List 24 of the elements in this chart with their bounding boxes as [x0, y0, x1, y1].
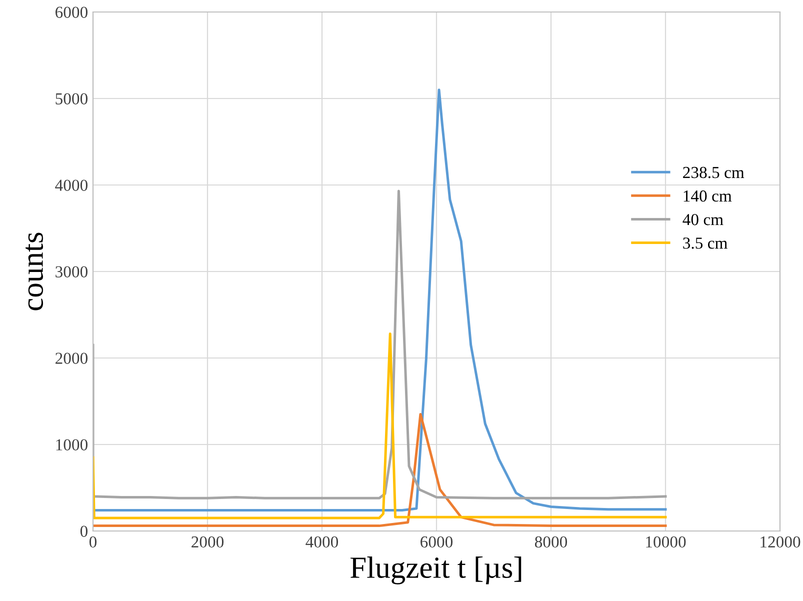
y-tick-label: 6000 — [56, 6, 88, 18]
line-series — [93, 332, 667, 520]
x-axis-title: Flugzeit t [µs] — [350, 556, 522, 584]
line-series — [93, 190, 667, 500]
y-tick-label: 0 — [80, 526, 88, 537]
y-tick-label: 5000 — [56, 93, 88, 104]
x-tick-label: 2000 — [192, 536, 224, 548]
legend-label: 3.5 cm — [683, 238, 728, 249]
legend-label: 40 cm — [682, 214, 724, 226]
y-tick-label: 3000 — [56, 266, 88, 278]
x-tick-label: 6000 — [420, 536, 453, 548]
legend-label: 140 cm — [684, 190, 732, 202]
legend-label: 238.5 cm — [683, 166, 744, 178]
line-series — [93, 412, 667, 528]
x-tick-label: 0 — [89, 536, 97, 548]
x-tick-label: 12000 — [760, 536, 800, 548]
y-axis-title: counts — [26, 232, 44, 310]
x-tick-label: 8000 — [534, 536, 568, 548]
y-tick-label: 4000 — [55, 180, 88, 191]
y-tick-label: 2000 — [56, 352, 88, 364]
y-tick-label: 1000 — [56, 439, 88, 450]
line-series — [93, 88, 667, 512]
x-tick-label: 4000 — [306, 536, 338, 548]
x-tick-label: 10000 — [646, 536, 686, 548]
